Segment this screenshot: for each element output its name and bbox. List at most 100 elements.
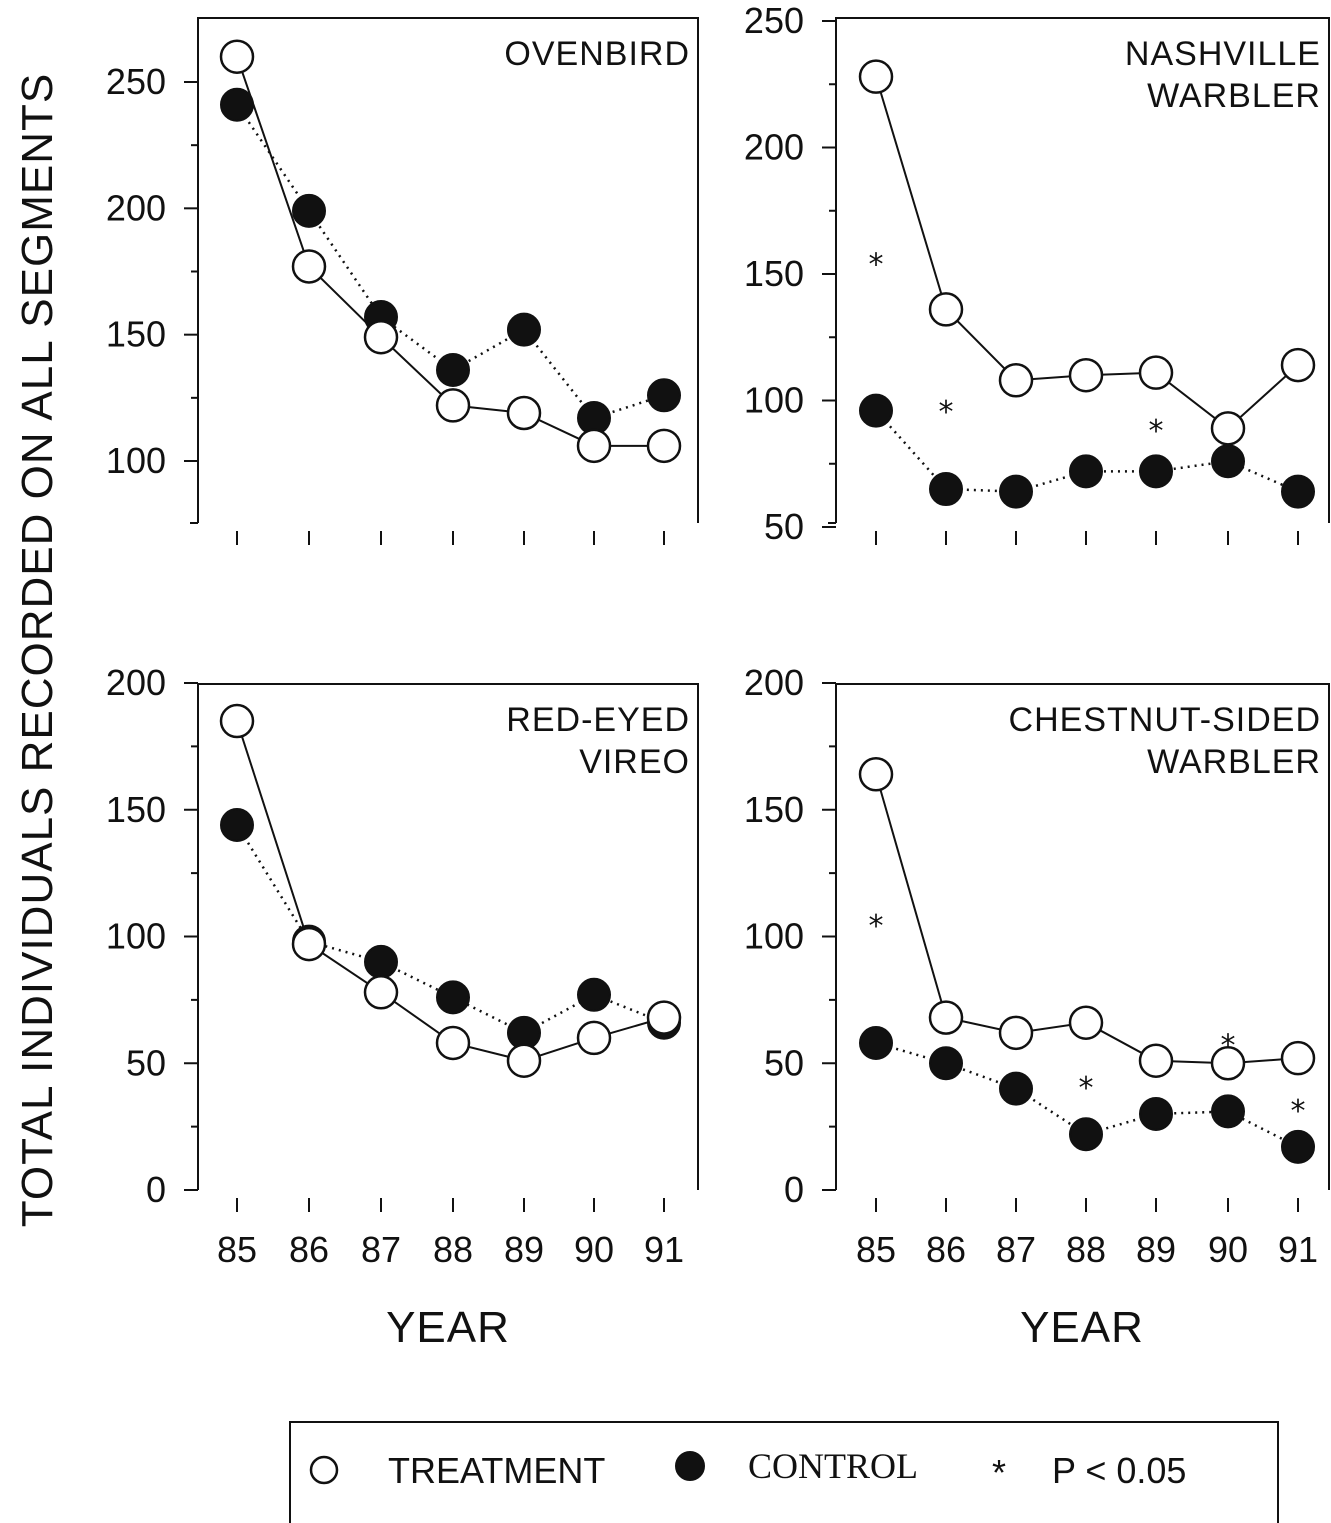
y-tick-label: 50 bbox=[764, 506, 804, 547]
y-tick-label: 200 bbox=[744, 662, 804, 703]
x-tick-label: 88 bbox=[1066, 1229, 1106, 1270]
x-tick-label: 91 bbox=[644, 1229, 684, 1270]
point-treatment bbox=[646, 1000, 682, 1035]
point-control bbox=[292, 193, 326, 228]
panel-title: NASHVILLE bbox=[1125, 35, 1321, 73]
point-control bbox=[859, 393, 893, 428]
point-control bbox=[220, 87, 254, 122]
y-tick-label: 200 bbox=[106, 662, 166, 703]
y-tick-label: 250 bbox=[106, 61, 166, 102]
point-control bbox=[220, 807, 254, 842]
point-treatment bbox=[646, 428, 682, 464]
point-treatment bbox=[1138, 355, 1174, 390]
point-treatment bbox=[506, 395, 542, 431]
point-control bbox=[507, 312, 541, 347]
point-control bbox=[999, 474, 1033, 509]
plot-frame bbox=[835, 17, 1330, 523]
y-tick-label: 150 bbox=[744, 253, 804, 294]
y-axis-title: TOTAL INDIVIDUALS RECORDED ON ALL SEGMEN… bbox=[13, 73, 62, 1227]
x-tick-label: 90 bbox=[574, 1229, 614, 1270]
point-treatment bbox=[858, 59, 894, 94]
x-tick-label: 89 bbox=[1136, 1229, 1176, 1270]
point-treatment bbox=[928, 1000, 964, 1035]
point-treatment bbox=[435, 388, 471, 423]
y-tick-label: 150 bbox=[106, 314, 166, 355]
point-control bbox=[1069, 454, 1103, 489]
point-treatment bbox=[1068, 1005, 1104, 1040]
legend-treatment-marker bbox=[309, 1455, 339, 1485]
point-control bbox=[1281, 1129, 1315, 1164]
panel-ovenbird: 100 150 200 250 OVENBIRD bbox=[106, 17, 699, 545]
x-tick-label: 88 bbox=[433, 1229, 473, 1270]
significance-marker: * bbox=[869, 247, 884, 282]
point-control bbox=[1281, 474, 1315, 509]
y-tick-label: 100 bbox=[744, 380, 804, 421]
point-control bbox=[1211, 1094, 1245, 1129]
significance-marker: * bbox=[1221, 1028, 1236, 1063]
significance-marker: * bbox=[1079, 1071, 1094, 1106]
y-tick-label: 0 bbox=[784, 1169, 804, 1210]
legend-significance-label: P < 0.05 bbox=[1052, 1450, 1186, 1491]
panel-title: VIREO bbox=[579, 743, 690, 781]
x-tick-label: 87 bbox=[361, 1229, 401, 1270]
y-tick-label: 50 bbox=[126, 1042, 166, 1083]
x-tick-label: 86 bbox=[289, 1229, 329, 1270]
point-treatment bbox=[1068, 357, 1104, 393]
point-treatment bbox=[1210, 1046, 1246, 1081]
point-control bbox=[929, 1046, 963, 1081]
panel-title: WARBLER bbox=[1147, 743, 1321, 781]
y-tick-label: 200 bbox=[744, 127, 804, 168]
legend-control-marker bbox=[675, 1451, 705, 1481]
y-tick-label: 250 bbox=[744, 0, 804, 41]
point-treatment bbox=[858, 757, 894, 792]
point-treatment bbox=[363, 975, 399, 1010]
point-treatment bbox=[291, 249, 327, 284]
point-control bbox=[1139, 1096, 1173, 1131]
point-treatment bbox=[435, 1025, 471, 1061]
point-treatment bbox=[291, 926, 327, 962]
x-tick-label: 91 bbox=[1278, 1229, 1318, 1270]
point-treatment bbox=[219, 39, 255, 74]
x-tick-label: 86 bbox=[926, 1229, 966, 1270]
x-tick-label: 85 bbox=[856, 1229, 896, 1270]
legend-significance-marker: * bbox=[992, 1452, 1006, 1493]
point-treatment bbox=[1138, 1043, 1174, 1078]
panel-title: WARBLER bbox=[1147, 77, 1321, 115]
x-tick-label: 89 bbox=[504, 1229, 544, 1270]
panel-title: CHESTNUT-SIDED bbox=[1009, 701, 1321, 739]
panel-nashville-warbler: 50 100 150 200 250 NASHVILLE WARBLER * * * bbox=[744, 0, 1330, 547]
x-axis-title-right: YEAR bbox=[1020, 1303, 1144, 1352]
plot-frame bbox=[197, 17, 699, 523]
point-treatment bbox=[1210, 411, 1246, 446]
x-tick-label: 85 bbox=[217, 1229, 257, 1270]
point-treatment bbox=[576, 1020, 612, 1056]
y-tick-label: 150 bbox=[106, 789, 166, 830]
significance-marker: * bbox=[869, 909, 884, 944]
legend-treatment-label: TREATMENT bbox=[388, 1450, 605, 1491]
x-axis-title-left: YEAR bbox=[386, 1303, 510, 1352]
x-tick-label: 87 bbox=[996, 1229, 1036, 1270]
significance-marker: * bbox=[939, 395, 954, 430]
point-control bbox=[999, 1071, 1033, 1106]
x-tick-label: 90 bbox=[1208, 1229, 1248, 1270]
legend-control-label: CONTROL bbox=[748, 1446, 918, 1486]
y-tick-label: 200 bbox=[106, 187, 166, 228]
point-control bbox=[577, 977, 611, 1012]
y-tick-label: 100 bbox=[106, 440, 166, 481]
point-treatment bbox=[1280, 1040, 1316, 1076]
y-tick-label: 150 bbox=[744, 789, 804, 830]
legend: TREATMENT CONTROL * P < 0.05 bbox=[289, 1421, 1279, 1523]
significance-marker: * bbox=[1149, 414, 1164, 449]
point-control bbox=[1069, 1117, 1103, 1152]
panel-title: OVENBIRD bbox=[504, 35, 690, 73]
point-control bbox=[364, 944, 398, 979]
legend-box bbox=[289, 1421, 1279, 1523]
point-treatment bbox=[219, 703, 255, 739]
point-control bbox=[436, 980, 470, 1015]
point-treatment bbox=[928, 292, 964, 327]
point-control bbox=[1211, 444, 1245, 479]
panel-chestnut-sided-warbler: 0 50 100 150 200 85 86 87 88 89 90 91 CHESTNUT-SIDED… bbox=[744, 662, 1330, 1270]
panel-title: RED-EYED bbox=[506, 701, 690, 739]
y-tick-label: 0 bbox=[146, 1169, 166, 1210]
